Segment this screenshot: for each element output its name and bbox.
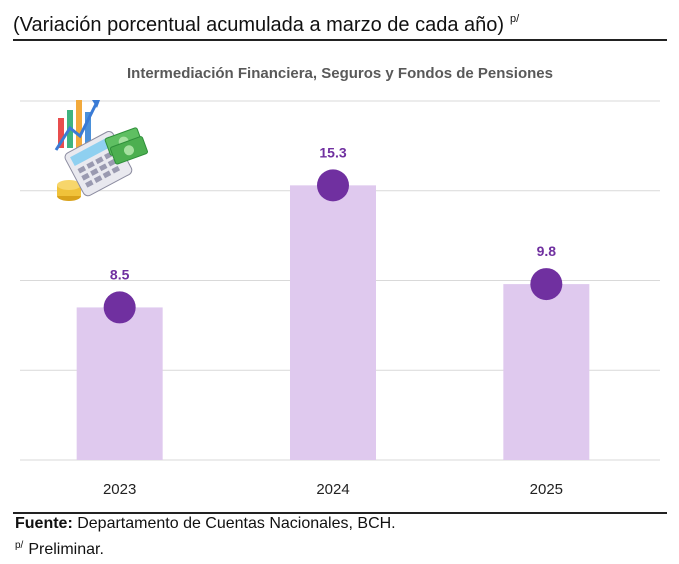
x-tick-2024: 2024 [316, 481, 349, 498]
data-label-2024: 15.3 [319, 144, 346, 160]
note-text: Preliminar. [28, 541, 104, 558]
source-label: Fuente: [15, 515, 73, 532]
bar-chart: Intermediación Financiera, Seguros y Fon… [20, 65, 660, 498]
markers [103, 169, 563, 324]
chart-title: Intermediación Financiera, Seguros y Fon… [127, 65, 553, 82]
preliminary-note: p/Preliminar. [15, 540, 104, 559]
data-labels: 8.5 15.3 9.8 [110, 144, 556, 282]
bottom-rule [13, 512, 667, 514]
marker-2025 [530, 268, 563, 301]
bars [76, 185, 590, 461]
data-label-2023: 8.5 [110, 266, 130, 282]
top-rule [13, 39, 667, 41]
source-note: Fuente: Departamento de Cuentas Nacional… [15, 515, 396, 533]
x-tick-2023: 2023 [103, 481, 136, 498]
finance-calculator-icon [54, 100, 148, 201]
note-superscript: p/ [15, 540, 24, 551]
data-label-2025: 9.8 [537, 243, 557, 259]
x-tick-2025: 2025 [530, 481, 563, 498]
marker-2024 [317, 169, 349, 202]
chart-subtitle: (Variación porcentual acumulada a marzo … [13, 13, 520, 37]
subtitle-text: (Variación porcentual acumulada a marzo … [13, 14, 505, 36]
marker-2023 [103, 291, 136, 324]
x-tick-labels: 2023 2024 2025 [103, 481, 563, 498]
bar-2024 [290, 185, 376, 461]
bar-2023 [76, 307, 163, 460]
subtitle-superscript: p/ [510, 13, 520, 25]
bar-2025 [503, 284, 590, 460]
source-text: Departamento de Cuentas Nacionales, BCH. [72, 515, 396, 532]
